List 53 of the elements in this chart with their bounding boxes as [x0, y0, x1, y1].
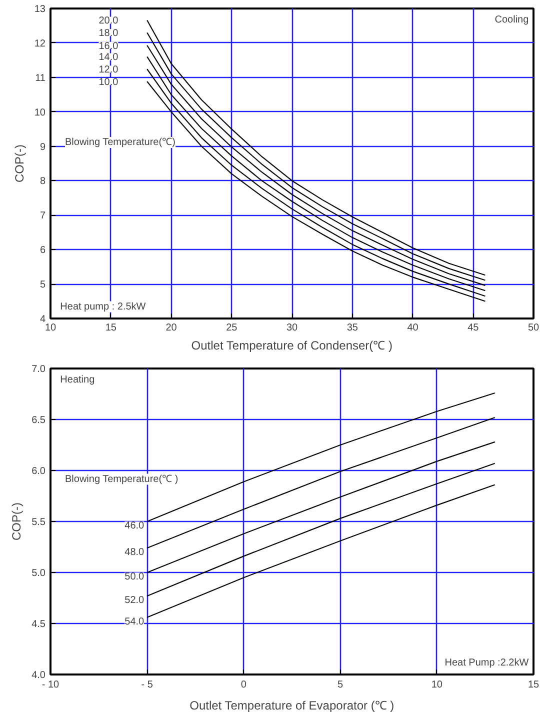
x-tick-label: 0 [240, 680, 247, 690]
y-tick-label: 10 [34, 107, 46, 118]
series-label: 46.0 [124, 520, 145, 532]
annotation: Heating [60, 374, 95, 386]
text: 12.0 [98, 64, 119, 76]
x-tick-label: 35 [346, 322, 358, 334]
annotation: Heat Pump :2.2kW [444, 657, 530, 668]
y-tick-label: 5.5 [32, 517, 46, 528]
y-tick-label: 11 [35, 72, 46, 84]
x-tick-label: - 5 [141, 680, 154, 690]
x-tick-label: 15 [105, 322, 117, 334]
legend-title: Blowing Temperature(℃) [64, 137, 176, 148]
x-tick-label: 40 [407, 322, 419, 334]
x-tick-label: 25 [226, 322, 238, 334]
y-tick-label: 4 [40, 314, 46, 325]
series-label: 54.0 [124, 616, 145, 628]
x-tick-label: 10 [431, 680, 443, 690]
y-tick-label: 12 [34, 38, 46, 50]
x-axis-title: Outlet Temperature of Evaporator (℃ ) [190, 698, 394, 712]
line-series [146, 484, 496, 618]
annotation: Cooling [494, 14, 529, 26]
x-tick-label: 15 [528, 680, 540, 690]
series-label: 50.0 [124, 572, 145, 582]
x-tick-label: 5 [338, 680, 344, 690]
y-tick-label: 7.0 [32, 364, 46, 375]
y-axis-title: COP(-) [12, 144, 26, 182]
y-tick-label: 6.0 [32, 466, 46, 477]
y-tick-label: 6 [40, 245, 46, 256]
x-tick-label: 20 [166, 322, 178, 334]
y-tick-label: 4.0 [32, 670, 46, 681]
series-label: 48.0 [124, 547, 145, 558]
text: 18.0 [98, 28, 119, 40]
y-tick-label: 5 [40, 280, 46, 291]
y-axis-title: COP(-) [10, 502, 24, 540]
x-tick-label: 30 [286, 322, 298, 334]
legend-title: Blowing Temperature(℃ ) [64, 474, 178, 485]
text: 16.0 [98, 40, 119, 52]
series-label: 52.0 [124, 594, 145, 606]
y-tick-label: 9 [40, 142, 46, 153]
x-axis-title: Outlet Temperature of Condenser(℃ ) [191, 338, 393, 352]
text: 14.0 [98, 52, 119, 64]
y-tick-label: 6.5 [32, 415, 46, 426]
y-tick-label: 8 [40, 176, 46, 188]
x-tick-label: 45 [468, 322, 480, 334]
x-tick-label: 50 [528, 322, 540, 334]
y-tick-label: 7 [40, 210, 46, 222]
text: 20.0 [98, 16, 119, 27]
text: 10.0 [98, 77, 119, 88]
y-tick-label: 5.0 [32, 568, 46, 579]
x-tick-label: - 10 [42, 680, 60, 690]
y-tick-label: 13 [34, 4, 46, 15]
annotation: Heat pump : 2.5kW [60, 301, 146, 312]
y-tick-label: 4.5 [32, 619, 46, 630]
